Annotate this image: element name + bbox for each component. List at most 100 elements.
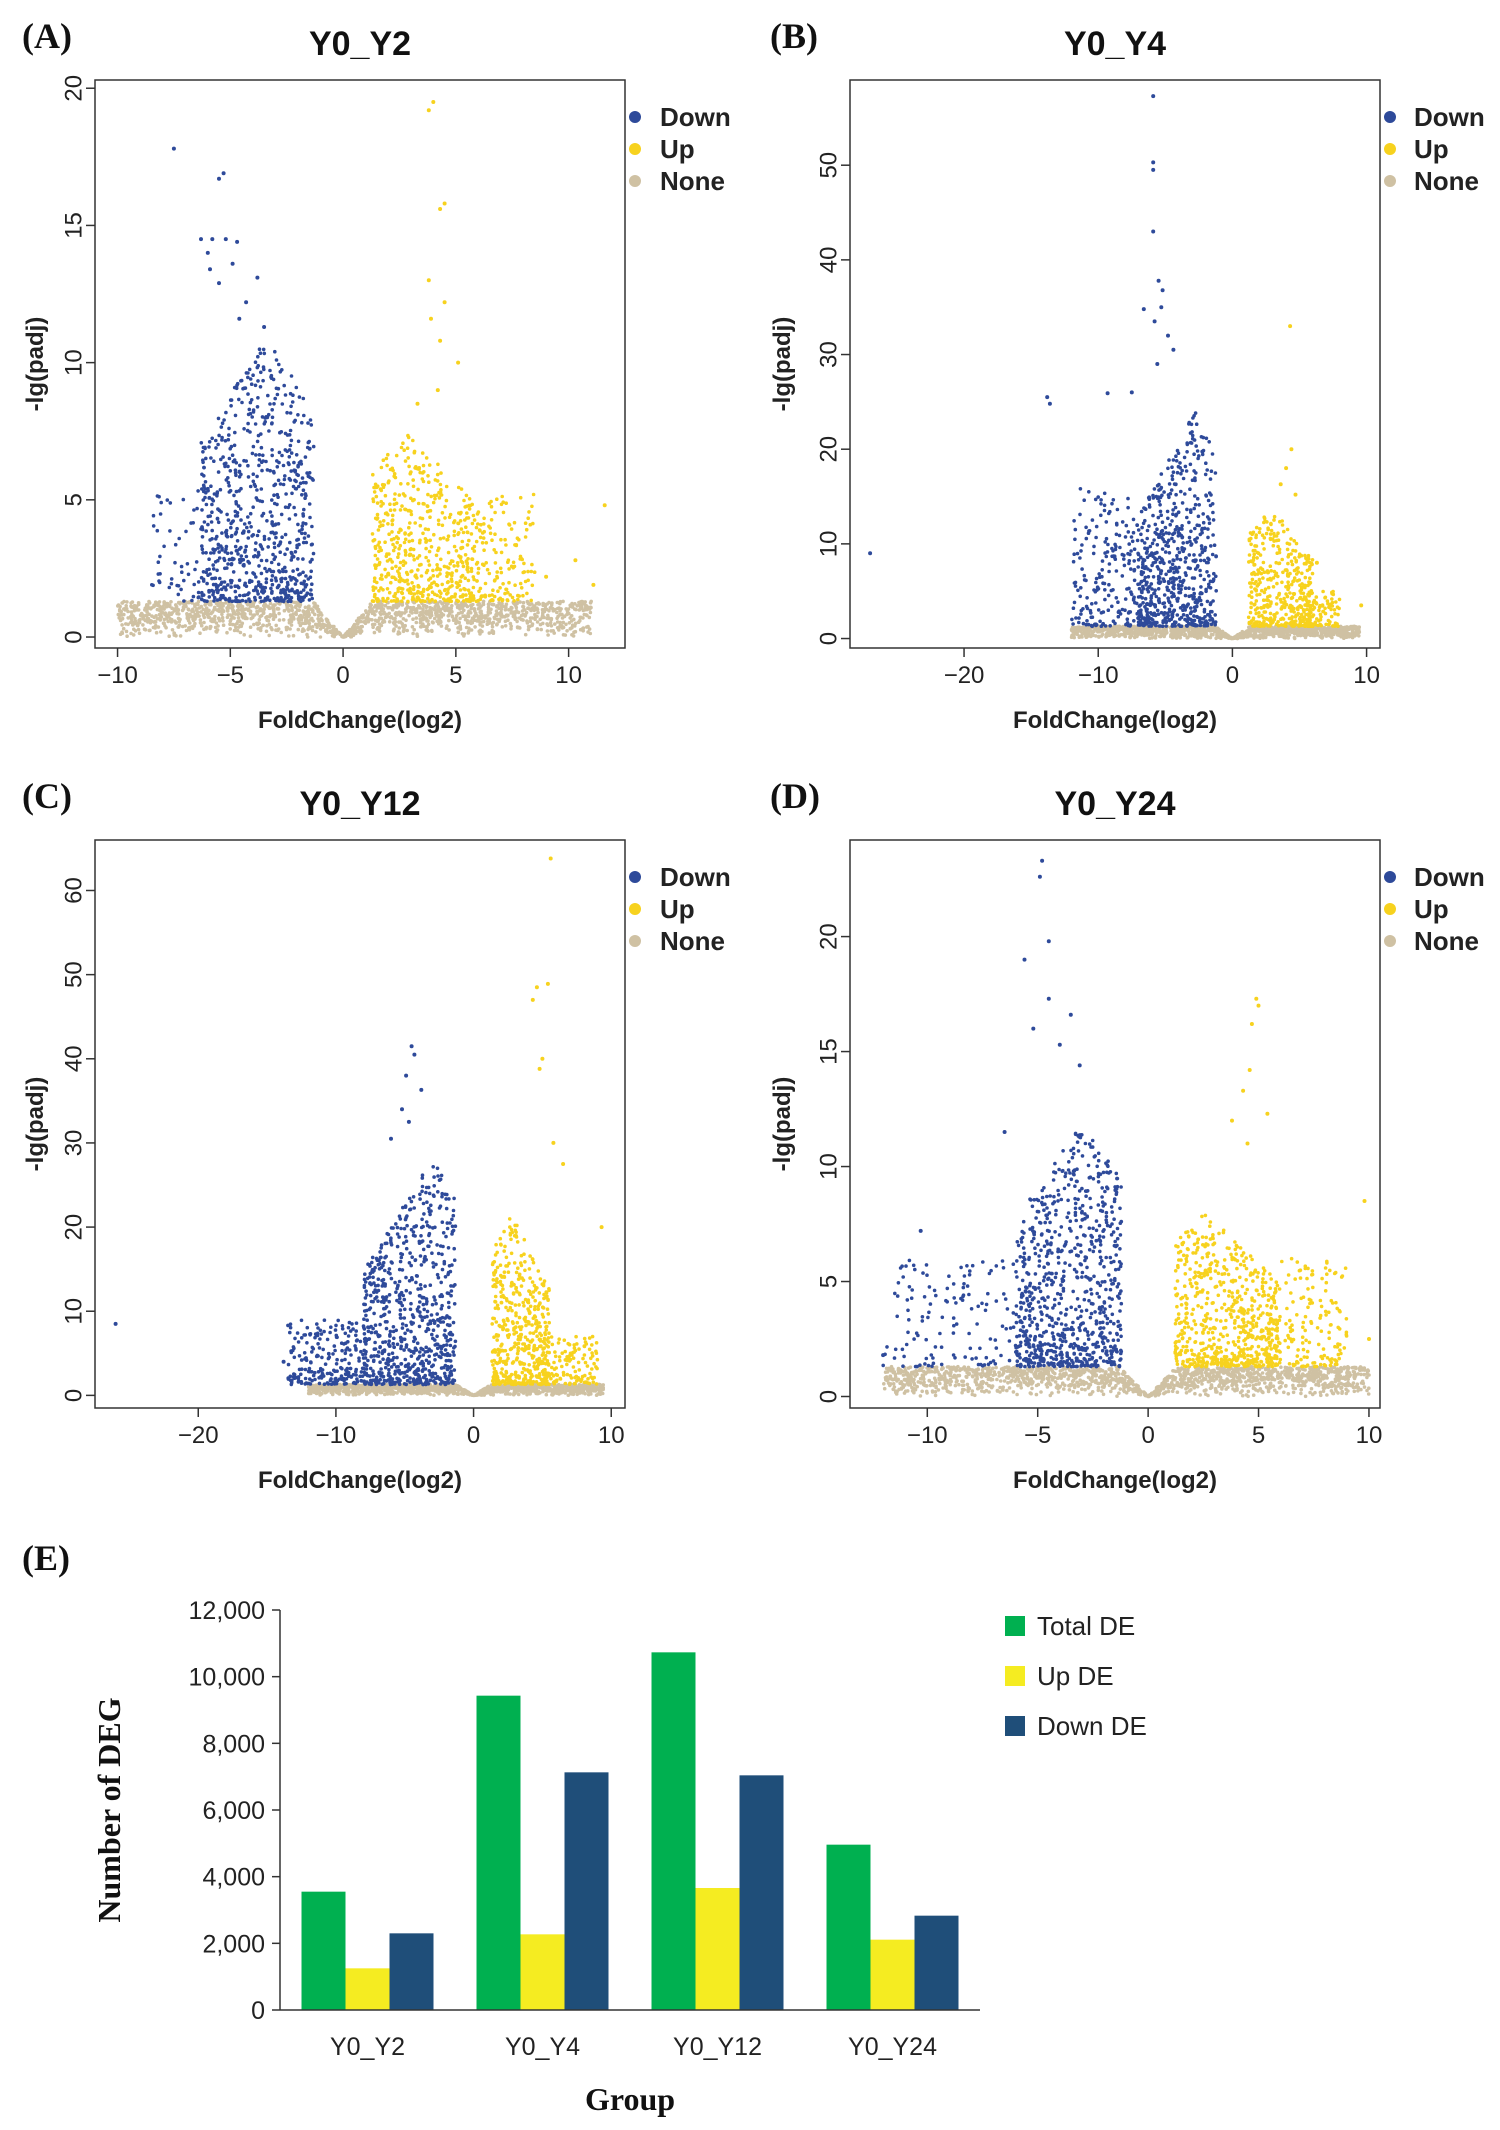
scatter-point-none (560, 626, 565, 630)
scatter-point-up (374, 494, 379, 499)
scatter-point-none (328, 624, 332, 628)
scatter-point-none (419, 610, 423, 615)
scatter-point-down (1104, 554, 1109, 559)
scatter-point-down (1178, 461, 1182, 465)
scatter-point-none (188, 621, 192, 625)
scatter-point-none (301, 609, 306, 613)
scatter-point-none (129, 601, 133, 605)
scatter-point-up (457, 531, 461, 535)
scatter-point-none (193, 621, 197, 626)
scatter-point-none (1349, 631, 1354, 636)
scatter-point-up (458, 579, 463, 583)
scatter-point-up (403, 507, 407, 512)
scatter-point-down (1132, 559, 1136, 563)
scatter-point-none (1303, 635, 1308, 640)
scatter-point-down (278, 550, 283, 554)
scatter-point-down (1211, 533, 1215, 537)
scatter-point-none (316, 613, 321, 617)
scatter-point-down (306, 421, 310, 425)
scatter-point-down (247, 597, 251, 601)
scatter-point-none (1195, 636, 1200, 640)
scatter-point-down (208, 267, 212, 272)
scatter-point-none (408, 610, 413, 614)
scatter-point-up (471, 585, 476, 590)
scatter-point-down (287, 455, 292, 459)
scatter-point-down (262, 325, 267, 329)
scatter-point-none (469, 628, 474, 632)
scatter-point-down (165, 498, 170, 502)
scatter-point-none (452, 617, 456, 622)
scatter-point-none (141, 623, 145, 627)
scatter-point-down (1169, 603, 1174, 608)
scatter-point-none (1150, 629, 1154, 634)
scatter-point-none (509, 610, 514, 614)
scatter-point-up (411, 484, 416, 489)
scatter-point-down (1207, 574, 1211, 578)
scatter-point-down (1192, 414, 1196, 418)
scatter-point-none (1178, 635, 1182, 640)
scatter-point-down (230, 556, 235, 561)
scatter-point-up (388, 508, 393, 512)
scatter-point-none (303, 615, 308, 620)
scatter-point-down (301, 521, 306, 525)
scatter-point-down (200, 593, 205, 598)
scatter-point-down (1214, 589, 1218, 593)
scatter-point-up (403, 532, 407, 536)
scatter-point-none (410, 625, 415, 629)
scatter-point-down (217, 433, 221, 438)
scatter-point-down (182, 578, 186, 583)
scatter-point-down (246, 421, 250, 426)
scatter-point-down (239, 507, 243, 511)
scatter-point-down (1162, 613, 1166, 617)
scatter-point-up (499, 537, 503, 542)
scatter-point-none (162, 621, 166, 625)
scatter-point-down (203, 599, 207, 603)
scatter-point-up (487, 501, 492, 506)
scatter-point-none (182, 602, 186, 606)
scatter-point-none (1150, 636, 1154, 640)
scatter-point-none (158, 618, 163, 622)
scatter-point-down (255, 275, 260, 280)
scatter-point-down (192, 508, 196, 512)
scatter-point-down (270, 448, 274, 452)
scatter-point-none (1123, 634, 1128, 639)
scatter-point-none (1164, 631, 1169, 635)
scatter-point-down (289, 374, 294, 378)
scatter-point-none (1090, 630, 1095, 634)
scatter-point-none (374, 609, 378, 613)
scatter-point-down (1204, 587, 1208, 592)
scatter-point-up (389, 580, 393, 585)
scatter-point-none (526, 627, 531, 632)
scatter-point-down (1183, 464, 1188, 469)
scatter-point-down (1202, 623, 1206, 628)
scatter-point-down (1171, 458, 1176, 462)
scatter-point-down (214, 438, 218, 443)
scatter-point-none (572, 607, 577, 611)
scatter-point-up (525, 591, 529, 596)
scatter-point-none (370, 618, 374, 622)
scatter-point-down (1183, 608, 1187, 612)
panel-letter-a: (A) (22, 16, 72, 56)
scatter-point-down (1157, 581, 1162, 585)
scatter-point-down (179, 587, 183, 592)
scatter-point-down (307, 471, 312, 475)
scatter-point-none (572, 630, 576, 634)
scatter-point-down (216, 520, 221, 525)
scatter-point-none (271, 617, 276, 621)
scatter-point-down (201, 570, 206, 574)
scatter-point-down (223, 237, 228, 242)
scatter-point-down (246, 559, 250, 564)
scatter-point-up (377, 549, 381, 554)
panel-letter-b: (B) (770, 16, 818, 56)
scatter-point-down (233, 544, 238, 549)
scatter-point-down (296, 522, 300, 527)
scatter-point-down (1199, 620, 1204, 625)
scatter-point-none (281, 618, 286, 622)
scatter-point-down (255, 474, 259, 479)
scatter-point-up (524, 527, 529, 532)
scatter-point-down (261, 585, 265, 590)
scatter-point-none (225, 609, 230, 613)
scatter-point-none (159, 615, 164, 619)
scatter-point-none (1242, 634, 1247, 638)
scatter-point-none (411, 617, 415, 621)
